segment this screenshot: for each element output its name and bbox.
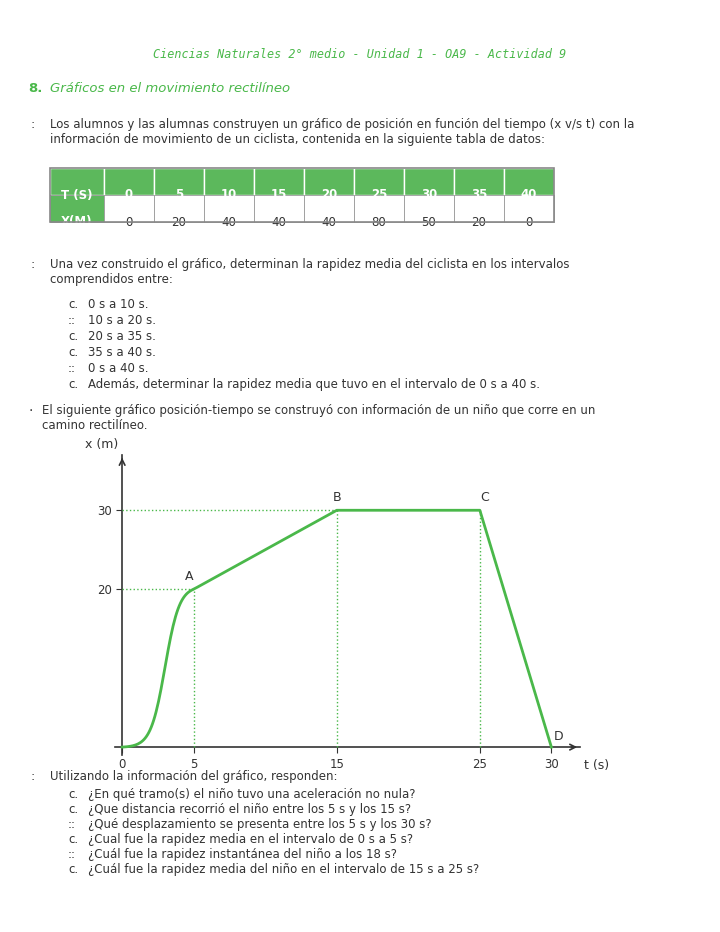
Bar [404,168,454,195]
Text: X(M): X(M) [61,215,93,228]
Text: 0: 0 [125,215,132,228]
Text: 8.: 8. [28,81,42,94]
Text: Los alumnos y las alumnas construyen un gráfico de posición en función del tiemp: Los alumnos y las alumnas construyen un … [50,118,634,146]
Bar [354,168,404,195]
Text: Gráficos en el movimiento rectilíneo: Gráficos en el movimiento rectilíneo [50,81,290,94]
Text: 0: 0 [526,215,533,228]
Text: T (S): T (S) [61,188,93,201]
Text: B: B [333,491,341,504]
Bar [104,168,154,195]
Text: Una vez construido el gráfico, determinan la rapidez media del ciclista en los i: Una vez construido el gráfico, determina… [50,258,570,286]
Bar [304,168,354,195]
Text: Además, determinar la rapidez media que tuvo en el intervalo de 0 s a 40 s.: Además, determinar la rapidez media que … [88,378,540,391]
Text: :: : [30,770,35,783]
Text: 20: 20 [171,215,186,228]
Text: c.: c. [68,863,78,876]
Text: ¿En qué tramo(s) el niño tuvo una aceleración no nula?: ¿En qué tramo(s) el niño tuvo una aceler… [88,788,415,801]
Text: 35: 35 [471,188,487,201]
Text: Ciencias Naturales 2° medio - Unidad 1 - OA9 - Actividad 9: Ciencias Naturales 2° medio - Unidad 1 -… [153,48,567,62]
Text: A: A [185,569,194,582]
Text: 30: 30 [421,188,437,201]
Bar [154,168,204,195]
Bar [504,195,554,222]
Text: 20 s a 35 s.: 20 s a 35 s. [88,330,156,343]
Bar [454,168,504,195]
Bar [50,195,104,222]
Bar [154,195,204,222]
Text: ¿Qué desplazamiento se presenta entre los 5 s y los 30 s?: ¿Qué desplazamiento se presenta entre lo… [88,818,431,831]
Text: 10: 10 [221,188,237,201]
Text: c.: c. [68,803,78,816]
Text: 40: 40 [271,215,287,228]
Text: c.: c. [68,346,78,359]
Bar [254,195,304,222]
Text: ¿Cual fue la rapidez media en el intervalo de 0 s a 5 s?: ¿Cual fue la rapidez media en el interva… [88,833,413,846]
Bar [404,195,454,222]
Text: t (s): t (s) [585,759,609,772]
Text: 40: 40 [222,215,236,228]
Text: c.: c. [68,833,78,846]
Text: c.: c. [68,788,78,801]
Bar [50,168,554,222]
Text: x (m): x (m) [85,438,118,451]
Text: ::: :: [68,314,76,327]
Bar [304,195,354,222]
Text: c.: c. [68,330,78,343]
Text: D: D [554,730,564,743]
Text: ¿Cuál fue la rapidez instantánea del niño a los 18 s?: ¿Cuál fue la rapidez instantánea del niñ… [88,848,397,861]
Bar [254,168,304,195]
Text: 0: 0 [125,188,133,201]
Text: 15: 15 [271,188,287,201]
Text: ::: :: [68,818,76,831]
Text: 0 s a 10 s.: 0 s a 10 s. [88,298,148,311]
Bar [454,195,504,222]
Bar [504,168,554,195]
Text: ·: · [28,404,32,418]
Text: ::: :: [68,362,76,375]
Text: El siguiente gráfico posición-tiempo se construyó con información de un niño que: El siguiente gráfico posición-tiempo se … [42,404,595,432]
Text: :: : [30,118,35,131]
Text: 25: 25 [371,188,387,201]
Text: 20: 20 [321,188,337,201]
Text: 5: 5 [175,188,183,201]
Text: 20: 20 [472,215,487,228]
Text: 35 s a 40 s.: 35 s a 40 s. [88,346,156,359]
Text: :: : [30,258,35,271]
Bar [104,195,154,222]
Text: 10 s a 20 s.: 10 s a 20 s. [88,314,156,327]
Text: 0 s a 40 s.: 0 s a 40 s. [88,362,148,375]
Text: c.: c. [68,378,78,391]
Text: 40: 40 [322,215,336,228]
Text: ¿Cuál fue la rapidez media del niño en el intervalo de 15 s a 25 s?: ¿Cuál fue la rapidez media del niño en e… [88,863,480,876]
Text: C: C [480,491,489,504]
Text: Utilizando la información del gráfico, responden:: Utilizando la información del gráfico, r… [50,770,338,783]
Bar [354,195,404,222]
Text: 50: 50 [422,215,436,228]
Text: ::: :: [68,848,76,861]
Bar [204,168,254,195]
Text: ¿Que distancia recorrió el niño entre los 5 s y los 15 s?: ¿Que distancia recorrió el niño entre lo… [88,803,411,816]
Text: c.: c. [68,298,78,311]
Text: 40: 40 [521,188,537,201]
Bar [204,195,254,222]
Bar [50,168,104,195]
Text: 80: 80 [372,215,387,228]
